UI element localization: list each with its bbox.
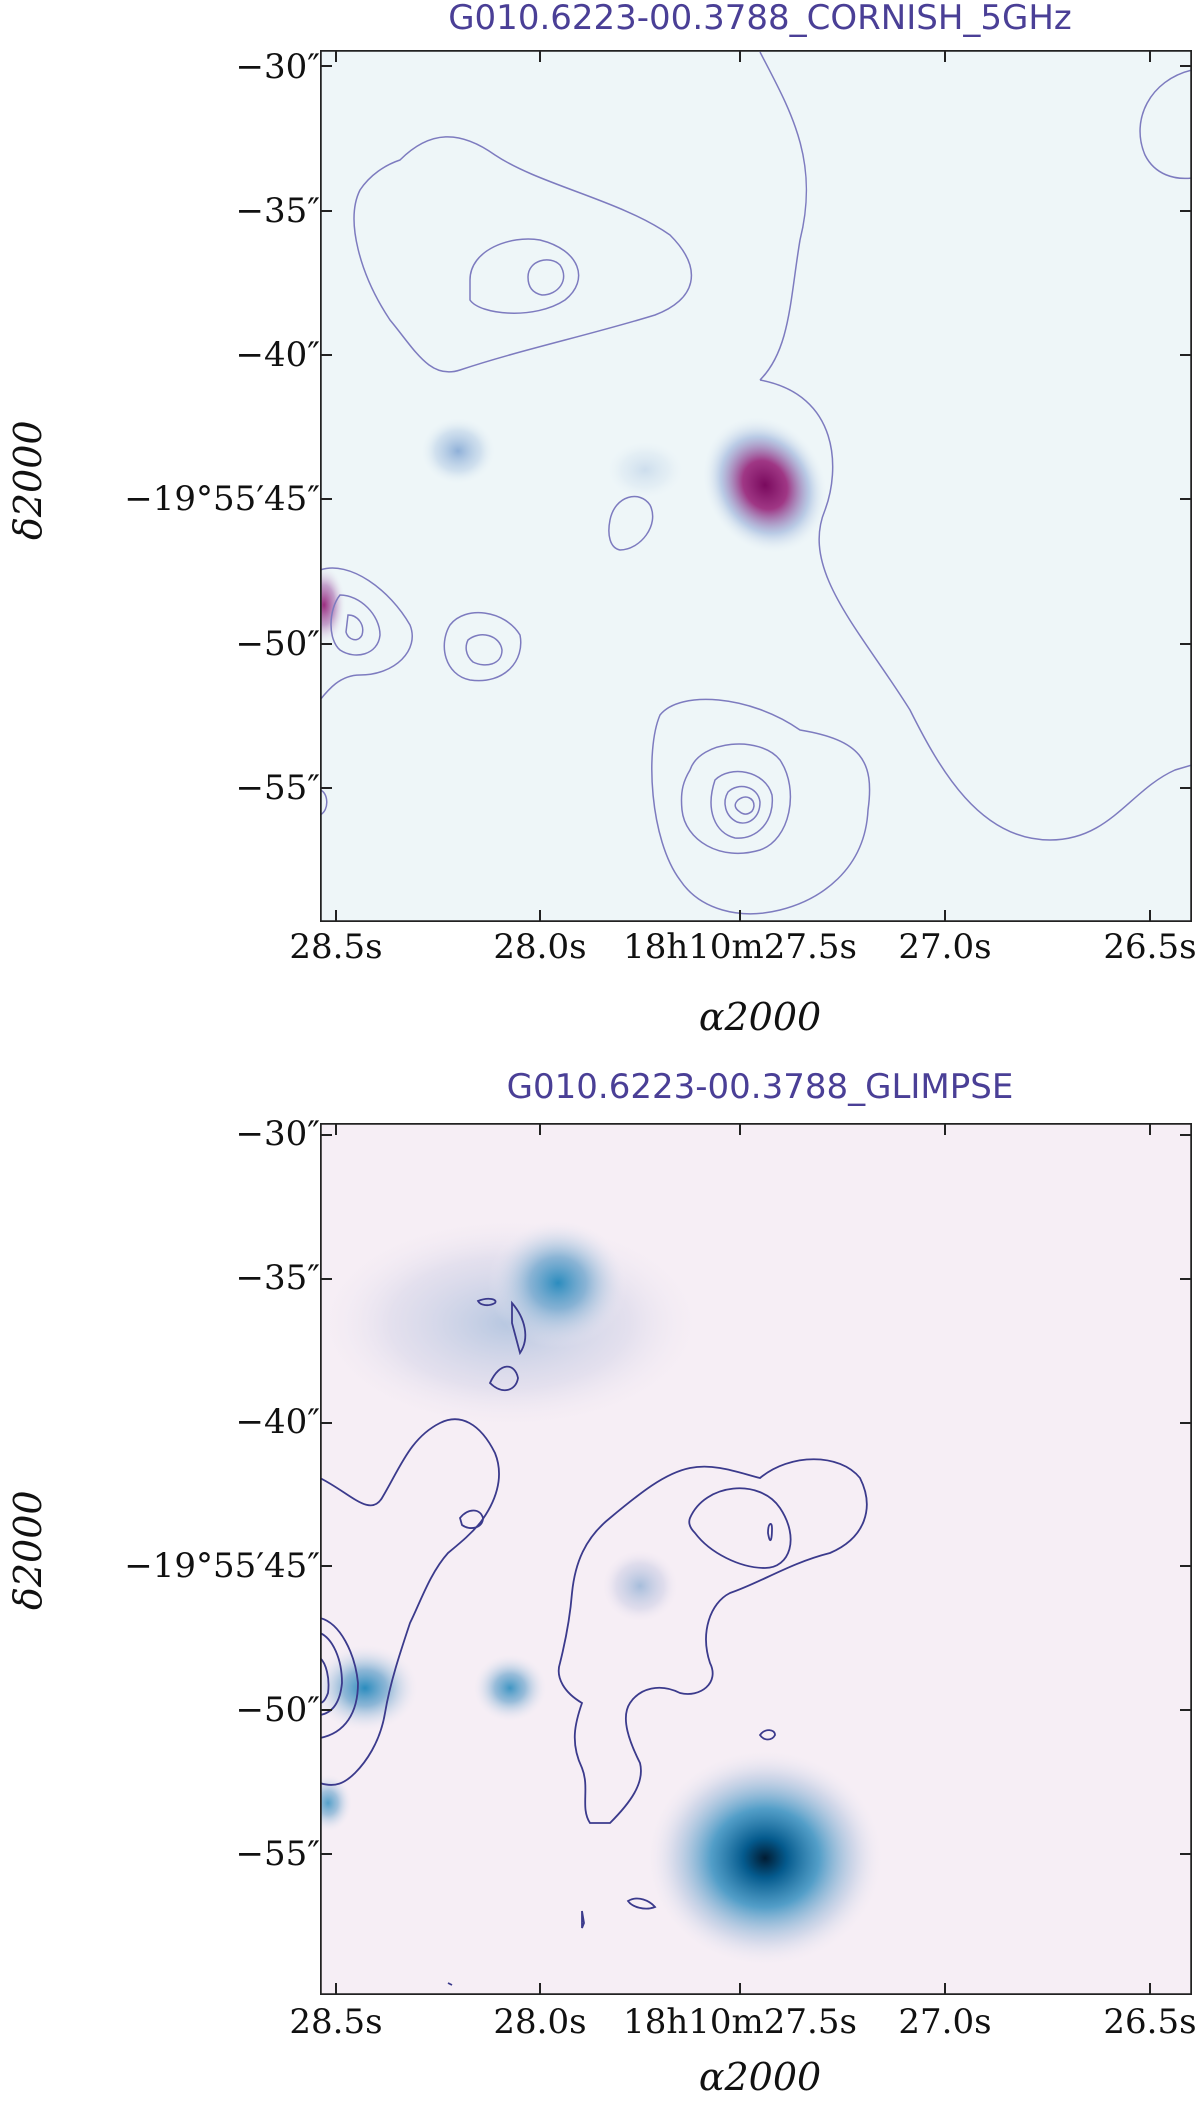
chart-title: G010.6223-00.3788_GLIMPSE	[506, 1067, 1014, 1107]
y-tick-label: −35″	[235, 191, 320, 231]
emission-source-faint	[600, 1548, 680, 1624]
contour-line	[330, 594, 381, 656]
x-tick-label: 28.5s	[289, 927, 383, 967]
y-tick-label: −19°55′45″	[124, 479, 320, 519]
x-tick-label: 18h10m27.5s	[623, 927, 857, 967]
contour-line	[557, 1458, 868, 1824]
x-tick-label: 27.0s	[898, 2002, 992, 2042]
x-tick-label: 27.0s	[898, 927, 992, 967]
emission-source-diffuse	[605, 440, 685, 500]
emission-source-edge	[320, 565, 346, 645]
contour-line	[320, 1657, 330, 1704]
contour-line	[353, 136, 693, 373]
emission-source-south	[645, 1748, 885, 1968]
contour-line	[459, 1509, 484, 1529]
y-tick-label: −35″	[235, 1258, 320, 1298]
contour-line	[759, 51, 808, 381]
contour-line	[320, 789, 328, 816]
x-tick-label: 18h10m27.5s	[623, 2002, 857, 2042]
y-tick-label: −50″	[235, 1690, 320, 1730]
axes-frame	[320, 50, 1192, 922]
contour-line	[469, 238, 580, 314]
x-ticks	[335, 50, 1151, 922]
contour-line	[767, 1522, 773, 1542]
contour-line	[734, 796, 755, 815]
emission-source-left	[320, 1643, 420, 1733]
y-tick-label: −40″	[235, 1402, 320, 1442]
contour-line	[710, 770, 774, 839]
axes-frame	[320, 1123, 1192, 1995]
image-plot-cornish	[320, 50, 1192, 922]
contour-line	[465, 634, 503, 666]
chart-title: G010.6223-00.3788_CORNISH_5GHz	[448, 0, 1072, 38]
y-tick-label: −55″	[235, 1834, 320, 1874]
contour-line	[488, 1365, 519, 1392]
x-ticks	[335, 1123, 1151, 1995]
emission-source-mid	[472, 1653, 548, 1723]
contour-line	[626, 1897, 657, 1910]
y-tick-label: −50″	[235, 624, 320, 664]
contour-line	[511, 1300, 527, 1356]
y-axis-label: δ2000	[6, 1490, 50, 1610]
x-axis-label: α2000	[698, 995, 822, 1039]
panel-cornish: G010.6223-00.3788_CORNISH_5GHz	[6, 0, 1197, 1039]
y-tick-label: −40″	[235, 335, 320, 375]
emission-source-north	[488, 1218, 628, 1348]
contour-line	[680, 743, 792, 855]
contour-line	[1139, 69, 1192, 180]
y-tick-label: −19°55′45″	[124, 1546, 320, 1586]
y-tick-label: −30″	[235, 47, 320, 87]
contour-line	[581, 1910, 585, 1929]
x-tick-label: 26.5s	[1103, 2002, 1197, 2042]
image-plot-glimpse	[320, 1123, 1192, 1995]
contour-line	[476, 1297, 497, 1307]
contour-line	[345, 614, 364, 641]
contour-line	[320, 1617, 359, 1739]
x-tick-label: 28.0s	[493, 927, 587, 967]
contour-line	[758, 1729, 776, 1741]
x-axis-label: α2000	[698, 2055, 822, 2099]
contour-line	[447, 1982, 453, 1986]
contour-line	[443, 611, 522, 682]
y-tick-label: −55″	[235, 768, 320, 808]
x-tick-label: 28.0s	[493, 2002, 587, 2042]
emission-source-main	[701, 415, 829, 555]
contour-line	[320, 1632, 343, 1716]
contour-line	[759, 379, 1192, 841]
y-ticks	[320, 65, 1192, 789]
panel-glimpse: G010.6223-00.3788_GLIMPSE	[0, 1055, 1200, 2110]
contour-line	[320, 1418, 500, 1786]
x-tick-label: 28.5s	[289, 2002, 383, 2042]
y-ticks	[320, 1134, 1192, 1855]
contour-line	[724, 785, 761, 824]
contour-line	[651, 698, 871, 915]
x-tick-label: 26.5s	[1103, 927, 1197, 967]
contour-line	[320, 567, 413, 701]
contour-line	[608, 495, 654, 551]
emission-source-edge	[320, 1773, 353, 1833]
contour-line	[527, 259, 565, 296]
emission-source-faint	[420, 417, 496, 485]
y-axis-label: δ2000	[6, 420, 50, 540]
contours	[320, 1297, 868, 1986]
contours	[320, 51, 1192, 915]
y-tick-label: −30″	[235, 1114, 320, 1154]
contour-line	[688, 1487, 792, 1569]
